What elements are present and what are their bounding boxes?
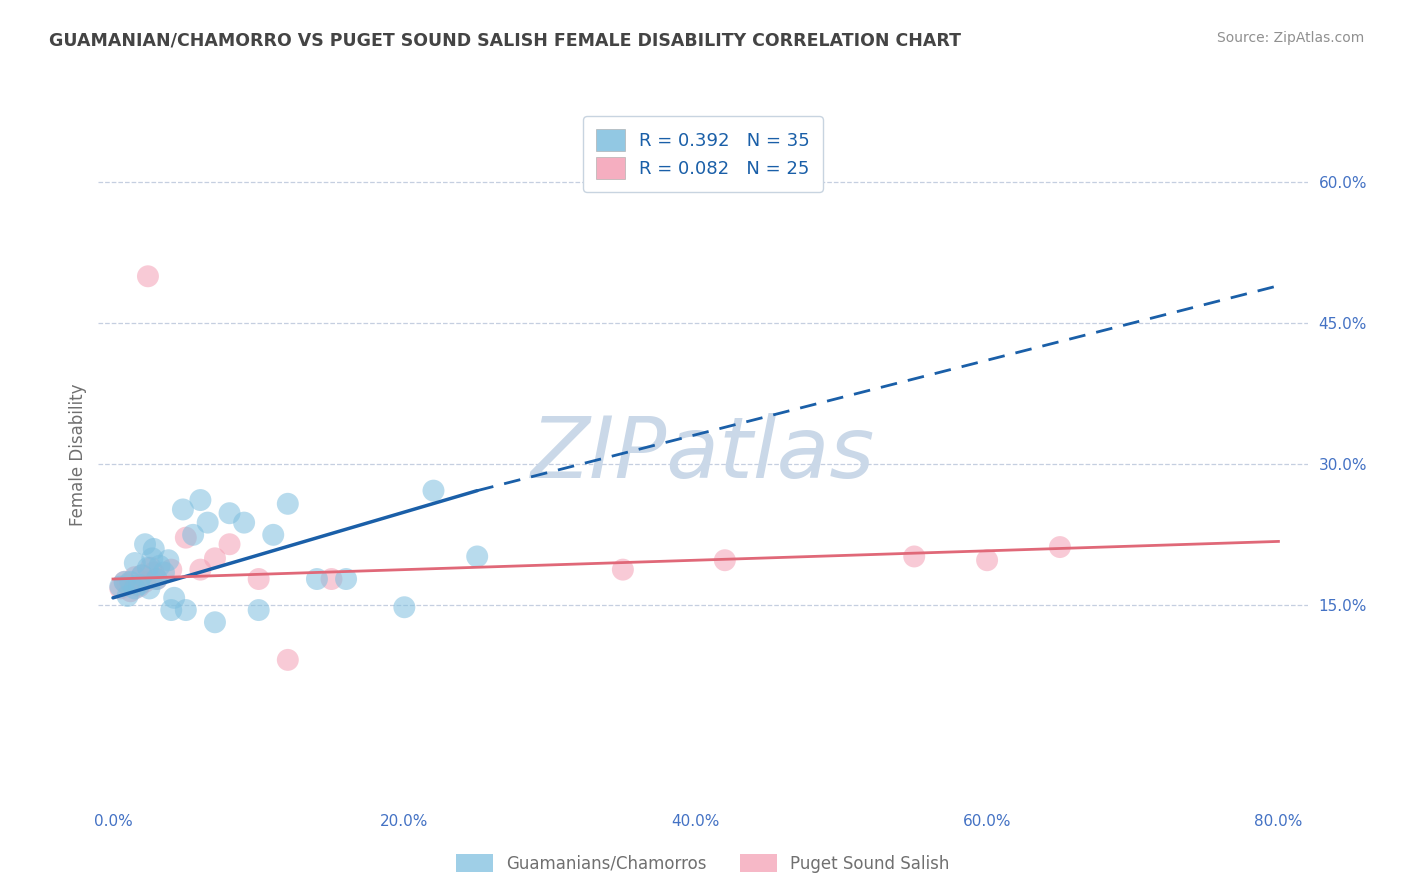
Point	[117, 577, 139, 591]
Point	[120, 574, 142, 589]
Point	[612, 563, 634, 577]
Point	[145, 572, 167, 586]
Point	[247, 603, 270, 617]
Text: GUAMANIAN/CHAMORRO VS PUGET SOUND SALISH FEMALE DISABILITY CORRELATION CHART: GUAMANIAN/CHAMORRO VS PUGET SOUND SALISH…	[49, 31, 962, 49]
Point	[335, 572, 357, 586]
Point	[277, 653, 299, 667]
Legend: R = 0.392   N = 35, R = 0.082   N = 25: R = 0.392 N = 35, R = 0.082 N = 25	[583, 116, 823, 192]
Point	[190, 563, 212, 577]
Point	[172, 502, 194, 516]
Point	[128, 577, 150, 591]
Point	[114, 574, 136, 589]
Point	[157, 553, 180, 567]
Point	[714, 553, 737, 567]
Point	[131, 568, 153, 582]
Point	[136, 269, 159, 284]
Point	[305, 572, 328, 586]
Y-axis label: Female Disability: Female Disability	[69, 384, 87, 526]
Point	[136, 560, 159, 574]
Point	[174, 603, 197, 617]
Point	[218, 537, 240, 551]
Point	[247, 572, 270, 586]
Point	[976, 553, 998, 567]
Point	[160, 603, 183, 617]
Point	[139, 560, 162, 574]
Point	[114, 574, 136, 589]
Point	[138, 582, 160, 596]
Point	[149, 558, 172, 573]
Point	[394, 600, 416, 615]
Point	[131, 568, 153, 582]
Point	[134, 537, 156, 551]
Point	[153, 566, 176, 580]
Point	[142, 541, 165, 556]
Point	[465, 549, 488, 564]
Point	[110, 580, 132, 594]
Point	[128, 580, 150, 594]
Legend: Guamanians/Chamorros, Puget Sound Salish: Guamanians/Chamorros, Puget Sound Salish	[450, 847, 956, 880]
Point	[141, 551, 163, 566]
Point	[422, 483, 444, 498]
Point	[204, 551, 226, 566]
Point	[262, 528, 284, 542]
Point	[903, 549, 925, 564]
Point	[277, 497, 299, 511]
Point	[124, 556, 146, 570]
Point	[134, 574, 156, 589]
Point	[218, 506, 240, 520]
Text: ZIPatlas: ZIPatlas	[531, 413, 875, 497]
Point	[197, 516, 219, 530]
Point	[174, 531, 197, 545]
Point	[110, 582, 132, 596]
Point	[124, 582, 146, 596]
Point	[160, 563, 183, 577]
Point	[233, 516, 256, 530]
Point	[124, 570, 146, 584]
Point	[117, 589, 139, 603]
Point	[321, 572, 343, 586]
Point	[1049, 540, 1071, 554]
Point	[181, 528, 204, 542]
Point	[142, 566, 165, 580]
Point	[145, 572, 167, 586]
Text: Source: ZipAtlas.com: Source: ZipAtlas.com	[1216, 31, 1364, 45]
Point	[204, 615, 226, 630]
Point	[190, 493, 212, 508]
Point	[163, 591, 186, 605]
Point	[120, 584, 142, 599]
